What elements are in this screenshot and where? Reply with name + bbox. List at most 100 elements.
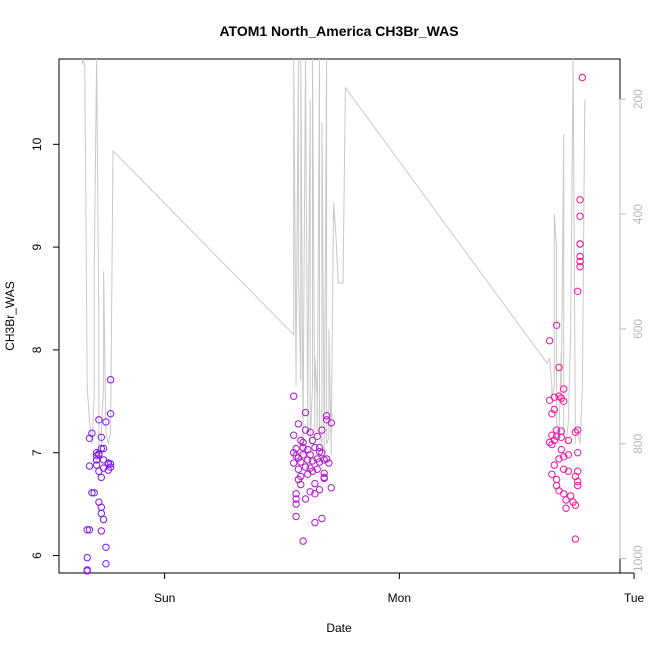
x-axis-label: Date <box>326 621 352 635</box>
data-point <box>90 489 98 497</box>
data-point <box>320 474 328 483</box>
data-point <box>576 252 584 261</box>
data-point <box>311 518 319 527</box>
data-point <box>576 196 584 204</box>
data-point <box>318 449 326 457</box>
data-point <box>97 444 106 453</box>
data-point <box>550 405 558 414</box>
data-point <box>564 451 573 459</box>
data-point <box>297 480 305 489</box>
data-points <box>83 73 587 575</box>
data-point <box>571 501 580 509</box>
data-point <box>102 560 110 568</box>
chart-title: ATOM1 North_America CH3Br_WAS <box>219 23 458 39</box>
data-point <box>292 490 300 498</box>
data-point <box>560 385 568 393</box>
data-point <box>297 458 305 466</box>
data-point <box>290 431 298 439</box>
data-point <box>290 459 298 467</box>
data-point <box>292 452 300 460</box>
data-point <box>301 463 310 471</box>
data-point <box>97 509 106 518</box>
data-point <box>564 436 573 445</box>
data-point <box>315 458 324 466</box>
data-point <box>99 444 108 453</box>
data-point <box>548 440 556 449</box>
data-point <box>560 453 568 461</box>
data-point <box>327 419 335 427</box>
data-point <box>574 287 582 295</box>
data-point <box>552 432 561 440</box>
y2-tick-label: 800 <box>631 433 645 453</box>
data-point <box>574 481 582 490</box>
data-point <box>308 467 317 475</box>
data-point <box>327 484 335 492</box>
data-point <box>562 496 570 504</box>
data-point <box>560 490 568 498</box>
data-point <box>83 553 91 562</box>
data-point <box>97 433 106 441</box>
data-point <box>576 240 584 248</box>
data-point <box>571 535 580 543</box>
data-point <box>320 469 328 477</box>
data-point <box>92 461 101 469</box>
data-point <box>299 451 307 459</box>
data-point <box>313 465 321 473</box>
data-point <box>313 432 321 440</box>
y2-tick-label: 1000 <box>631 545 645 572</box>
y2-tick-label: 200 <box>631 89 645 109</box>
y2-axis: 200 400 600 800 1000 <box>619 89 645 572</box>
data-point <box>576 257 584 266</box>
data-point <box>548 410 556 418</box>
data-point <box>548 470 556 478</box>
data-point <box>97 503 106 511</box>
y-tick-label: 6 <box>30 552 44 559</box>
data-point <box>85 462 94 470</box>
data-point <box>555 455 563 463</box>
data-point <box>102 418 110 426</box>
data-point <box>574 449 582 457</box>
data-point <box>83 567 91 575</box>
data-point <box>301 495 310 503</box>
data-point <box>325 459 333 467</box>
y-axis-label: CH3Br_WAS <box>3 281 17 351</box>
x-tick-label: Tue <box>624 591 645 605</box>
data-point <box>311 479 319 488</box>
data-point <box>88 429 96 437</box>
data-point <box>304 470 312 478</box>
data-point <box>99 464 108 472</box>
data-point <box>311 490 319 498</box>
data-point <box>574 426 582 434</box>
data-point <box>299 443 307 452</box>
data-point <box>95 416 103 424</box>
x-tick-label: Mon <box>388 591 411 605</box>
plot-frame <box>58 58 621 574</box>
y-axis: 6 7 8 9 10 <box>30 137 60 559</box>
data-point <box>97 527 106 535</box>
data-point <box>567 492 575 500</box>
data-point <box>560 397 568 405</box>
data-point <box>315 486 324 494</box>
data-point <box>292 500 300 508</box>
data-point <box>292 495 300 503</box>
data-point <box>83 526 91 534</box>
data-point <box>574 467 582 475</box>
data-point <box>562 504 570 512</box>
data-point <box>306 451 314 459</box>
data-point <box>297 472 305 481</box>
data-point <box>294 420 303 428</box>
y2-tick-label: 600 <box>631 319 645 339</box>
data-point <box>550 436 558 445</box>
data-point <box>102 543 110 551</box>
data-point <box>574 477 582 486</box>
data-point <box>106 410 115 418</box>
data-point <box>318 514 326 523</box>
data-point <box>306 428 314 436</box>
data-point <box>106 376 115 384</box>
y-tick-label: 7 <box>30 449 44 456</box>
data-point <box>311 443 319 452</box>
data-point <box>294 465 303 473</box>
data-point <box>555 363 563 372</box>
data-point <box>106 460 115 468</box>
